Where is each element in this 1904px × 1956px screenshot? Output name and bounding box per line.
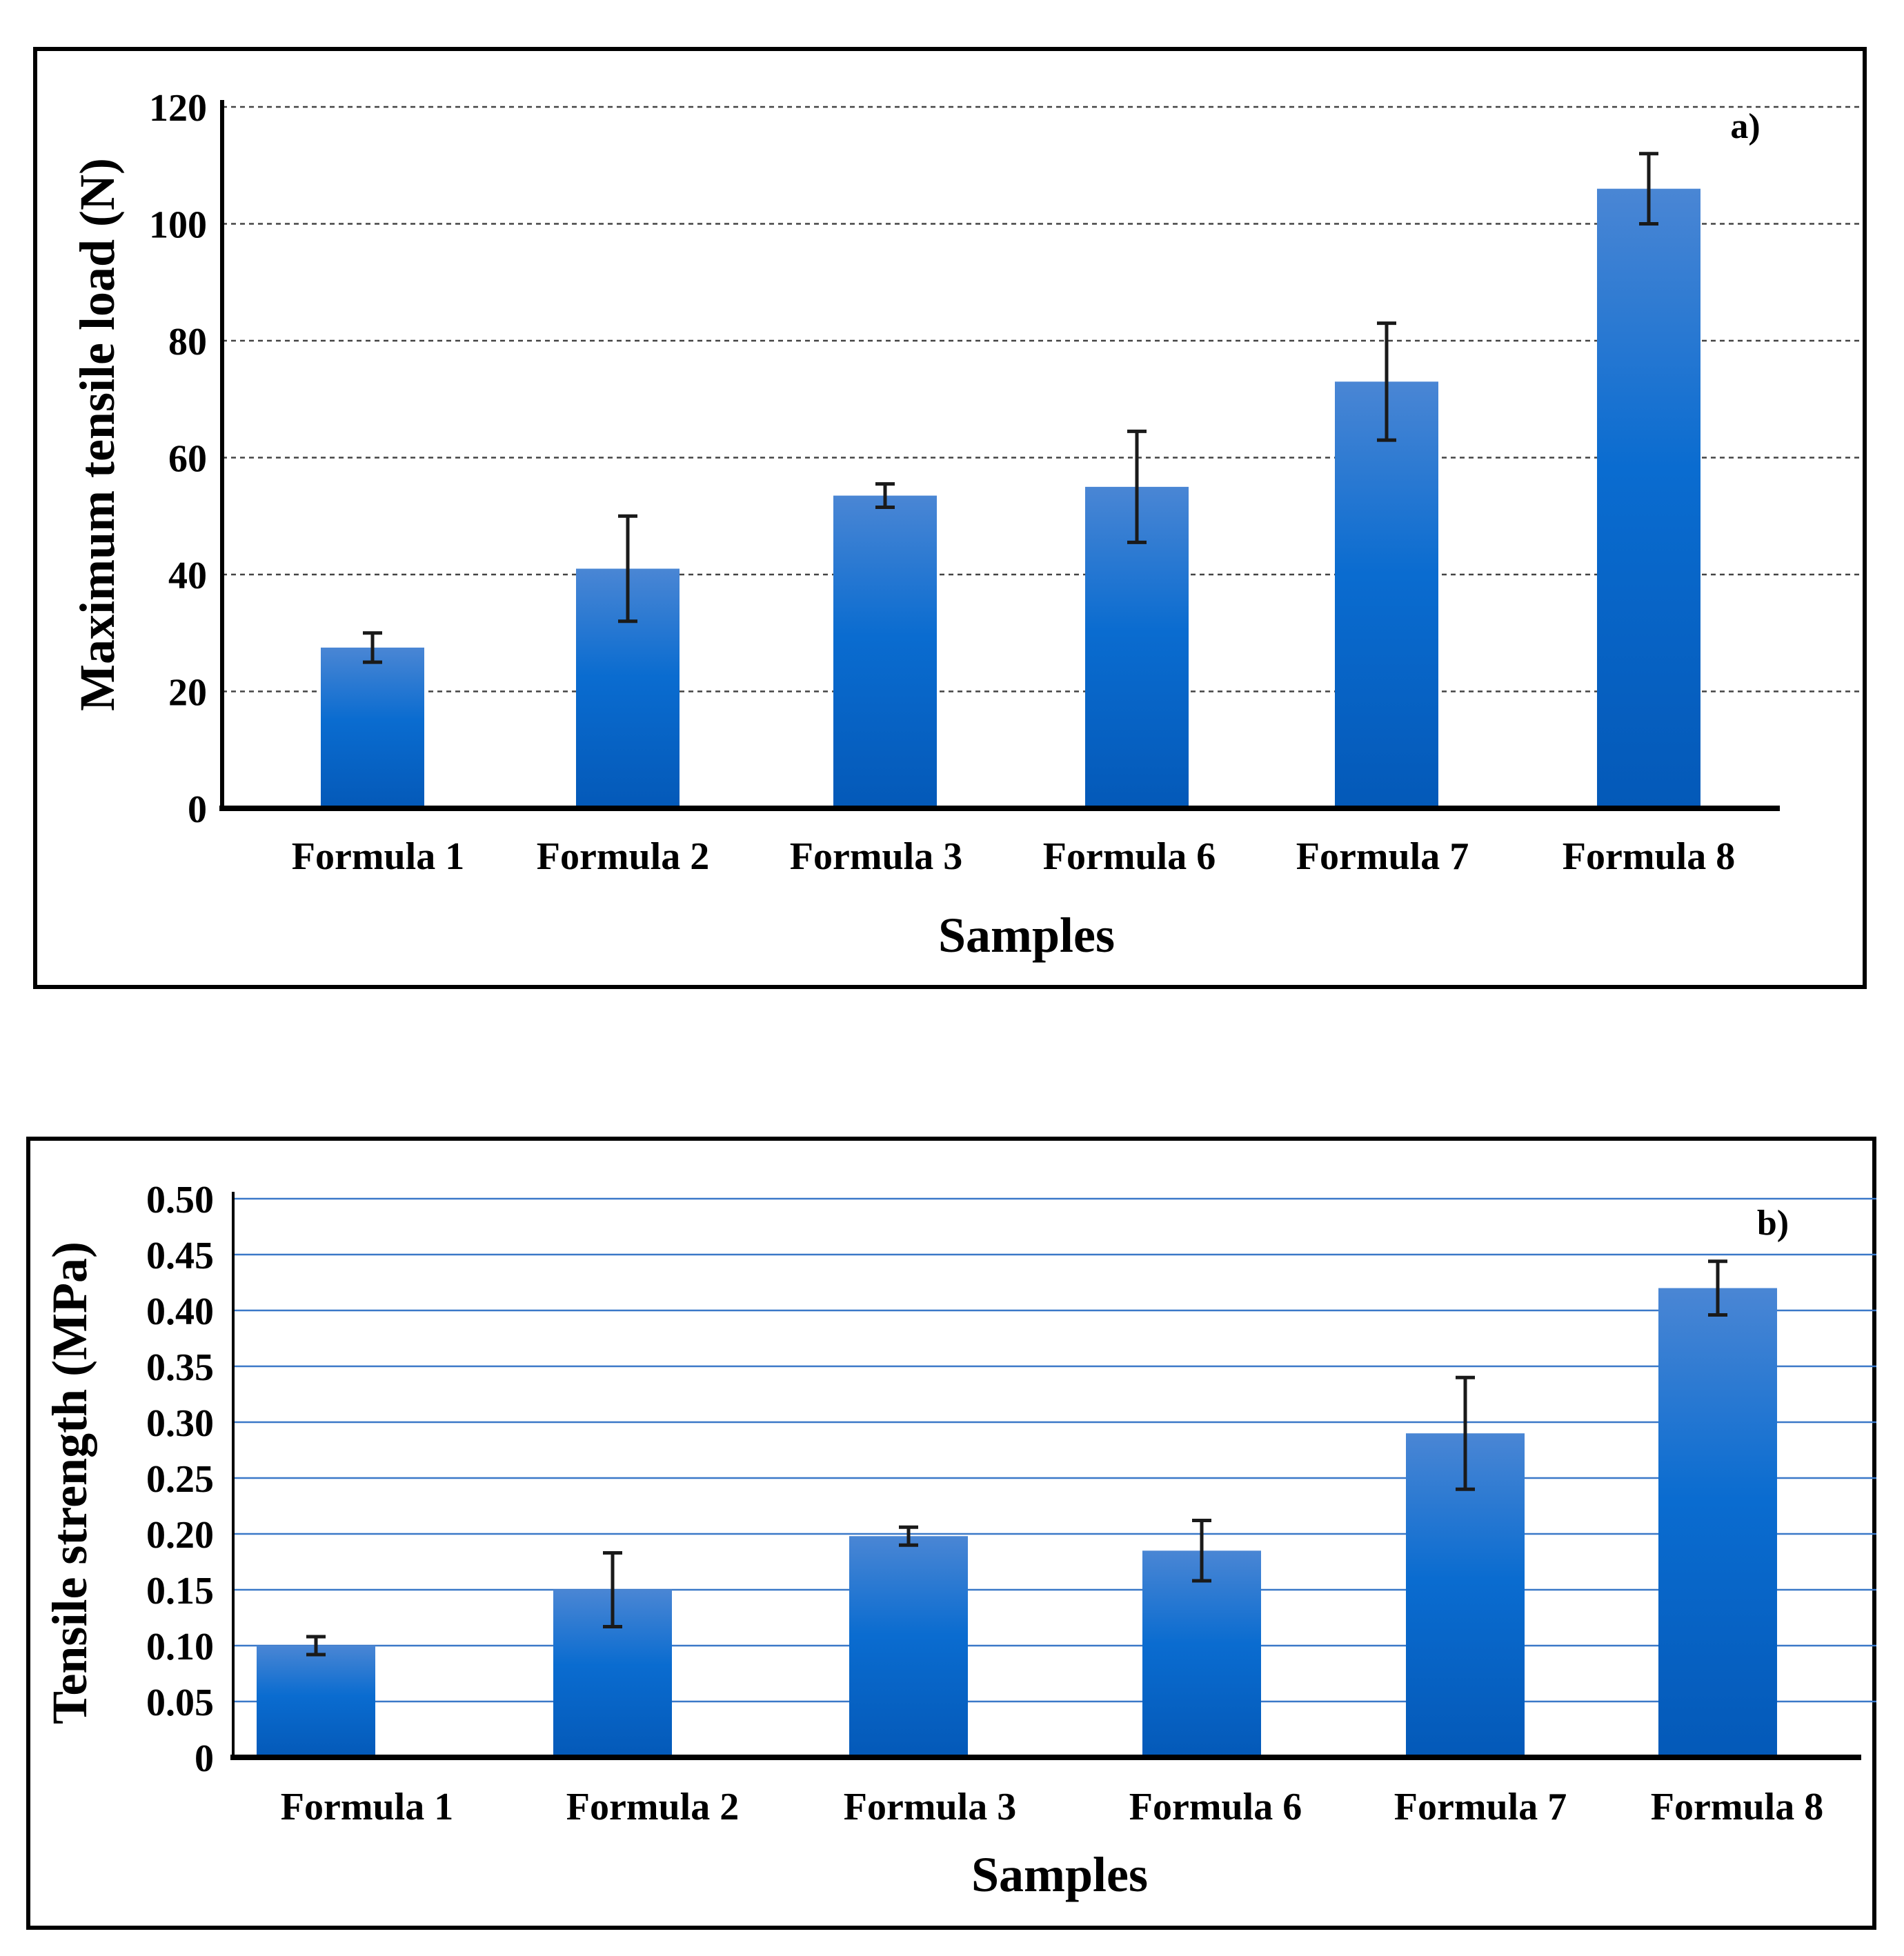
chart-a-x-tick-label: Formula 7: [1296, 835, 1469, 878]
chart-a-y-tick-label: 40: [168, 555, 207, 597]
chart-b-y-tick-label: 0.30: [146, 1402, 214, 1445]
chart-b-error-bar: [899, 1525, 918, 1547]
chart-a-error-bar: [363, 631, 382, 664]
chart-b-x-tick-label: Formula 8: [1651, 1786, 1823, 1828]
chart-a-bar: [1597, 188, 1700, 808]
chart-b-bar: [1658, 1288, 1777, 1757]
chart-a-x-axis-title: Samples: [938, 908, 1115, 963]
chart-b-bar: [1142, 1550, 1261, 1757]
chart-b-error-bar: [306, 1635, 326, 1657]
chart-a-y-axis-title: Maximum tensile load (N): [70, 158, 125, 711]
chart-b-y-tick-label: 0.40: [146, 1290, 214, 1333]
chart-a-x-tick-label: Formula 3: [790, 835, 962, 878]
chart-a-x-tick-label: Formula 8: [1563, 835, 1735, 878]
chart-a-error-bar: [1639, 152, 1658, 226]
chart-b-x-tick-label: Formula 6: [1129, 1786, 1302, 1828]
chart-b-x-ticks: Formula 1 Formula 2 Formula 3 Formula 6 Form…: [281, 1786, 1823, 1828]
chart-b-gridlines: [233, 1197, 1876, 1703]
chart-a-y-ticks: 0 20 40 60 80 100 120: [149, 87, 207, 831]
chart-b-y-tick-label: 0.45: [146, 1235, 214, 1277]
chart-b-error-bar: [1708, 1259, 1727, 1317]
chart-b-y-tick-label: 0.10: [146, 1626, 214, 1668]
chart-b-bar: [849, 1536, 968, 1757]
chart-b-error-bar: [603, 1551, 622, 1628]
chart-b-y-tick-label: 0: [195, 1737, 214, 1780]
chart-b-panel-label: b): [1757, 1204, 1789, 1243]
chart-a-bar: [833, 495, 937, 808]
chart-b-x-tick-label: Formula 7: [1394, 1786, 1567, 1828]
chart-b-y-tick-label: 0.15: [146, 1570, 214, 1613]
chart-a-panel-label: a): [1730, 107, 1760, 146]
chart-a-bar: [321, 647, 424, 808]
chart-a-y-tick-label: 100: [149, 204, 207, 247]
chart-a-gridlines: [222, 106, 1860, 692]
chart-a-error-bars: [363, 152, 1658, 664]
chart-b-error-bars: [306, 1259, 1727, 1657]
chart-b-x-tick-label: Formula 1: [281, 1786, 453, 1828]
chart-a-x-tick-label: Formula 6: [1043, 835, 1216, 878]
chart-a-x-ticks: Formula 1 Formula 2 Formula 3 Formula 6 Form…: [292, 835, 1735, 878]
chart-b-y-ticks: 0 0.05 0.10 0.15 0.20 0.25 0.30 0.35 0.40 0.45 0.5…: [146, 1179, 214, 1780]
chart-a-error-bar: [1377, 321, 1396, 442]
chart-a-y-tick-label: 120: [149, 87, 207, 130]
chart-a-y-tick-label: 60: [168, 438, 207, 481]
chart-b: 0 0.05 0.10 0.15 0.20 0.25 0.30 0.35 0.40 0.45 0.5…: [42, 1179, 1876, 1902]
chart-b-x-tick-label: Formula 2: [566, 1786, 739, 1828]
chart-a-x-tick-label: Formula 1: [292, 835, 464, 878]
chart-b-error-bar: [1192, 1519, 1211, 1583]
chart-b-y-tick-label: 0.50: [146, 1179, 214, 1221]
chart-a-y-tick-label: 20: [168, 672, 207, 715]
chart-b-bars: [257, 1288, 1777, 1757]
chart-b-x-axis-title: Samples: [971, 1847, 1148, 1902]
chart-a-bars: [321, 188, 1700, 808]
chart-b-y-axis-title: Tensile strength (MPa): [42, 1241, 97, 1724]
chart-b-error-bar: [1456, 1375, 1475, 1491]
chart-a-x-tick-label: Formula 2: [537, 835, 709, 878]
chart-b-y-tick-label: 0.35: [146, 1346, 214, 1389]
panel-a-frame: [33, 47, 1867, 989]
chart-b-x-tick-label: Formula 3: [844, 1786, 1016, 1828]
chart-a-bar: [1335, 381, 1438, 808]
chart-a-y-tick-label: 0: [188, 788, 207, 831]
chart-a-error-bar: [618, 514, 637, 623]
chart-a-error-bar: [1127, 429, 1147, 544]
chart-b-y-tick-label: 0.05: [146, 1681, 214, 1724]
chart-b-y-tick-label: 0.25: [146, 1458, 214, 1501]
chart-a-y-tick-label: 80: [168, 321, 207, 363]
chart-a-error-bar: [875, 482, 895, 510]
chart-b-bar: [257, 1646, 375, 1757]
chart-b-y-tick-label: 0.20: [146, 1514, 214, 1557]
